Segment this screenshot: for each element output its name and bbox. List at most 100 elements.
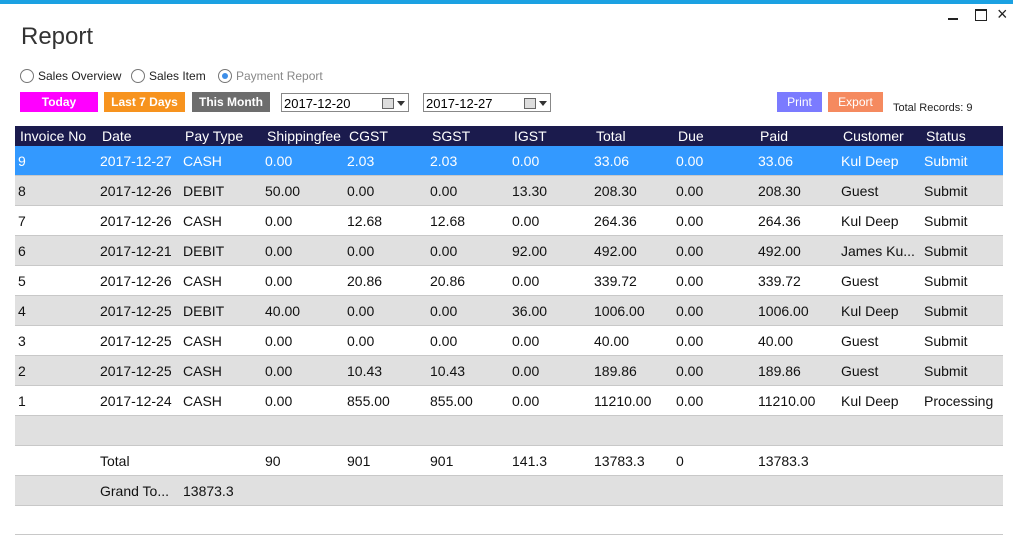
table-cell: 492.00 — [758, 243, 801, 259]
table-cell: 1 — [18, 393, 26, 409]
date-to-picker[interactable]: 2017-12-27 — [423, 93, 551, 112]
column-header[interactable]: Due — [678, 128, 704, 144]
table-cell: 2017-12-25 — [100, 303, 172, 319]
table-cell: 8 — [18, 183, 26, 199]
table-cell: 40.00 — [758, 333, 794, 349]
table-cell: 12.68 — [430, 213, 466, 229]
maximize-button[interactable] — [975, 9, 987, 21]
table-row[interactable]: 9 2017-12-27 CASH 0.00 2.03 2.03 0.00 33.06 0.00… — [15, 146, 1003, 176]
table-cell: 0.00 — [512, 213, 540, 229]
table-cell: 20.86 — [430, 273, 466, 289]
table-row[interactable]: 8 2017-12-26 DEBIT 50.00 0.00 0.00 13.30 208.30… — [15, 176, 1003, 206]
table-row[interactable]: 2 2017-12-25 CASH 0.00 10.43 10.43 0.00 189.86 0… — [15, 356, 1003, 386]
total-row: Total 90 901 901 141.3 13783.3 0 13783.3 — [15, 446, 1003, 476]
table-cell: 2.03 — [347, 153, 375, 169]
column-header[interactable]: Date — [102, 128, 132, 144]
table-cell: 189.86 — [758, 363, 801, 379]
table-cell: 264.36 — [594, 213, 637, 229]
table-cell: 855.00 — [430, 393, 473, 409]
table-cell: 3 — [18, 333, 26, 349]
column-header[interactable]: Shippingfee — [267, 128, 341, 144]
table-cell: Guest — [841, 363, 879, 379]
table-cell: 2017-12-21 — [100, 243, 172, 259]
table-cell: 0.00 — [512, 273, 540, 289]
report-type-radio[interactable]: Sales Overview — [20, 68, 121, 84]
minimize-button[interactable] — [948, 8, 958, 20]
table-cell: 2017-12-25 — [100, 333, 172, 349]
last-7-days-button[interactable]: Last 7 Days — [104, 92, 185, 112]
table-cell: Guest — [841, 333, 879, 349]
table-header: Invoice No Date Pay Type Shippingfee CGST SGS… — [15, 126, 1003, 146]
empty-row — [15, 416, 1003, 446]
table-cell: 0.00 — [347, 303, 375, 319]
date-to: 2017-12-27 — [426, 96, 493, 111]
table-cell: 339.72 — [758, 273, 801, 289]
table-cell: 264.36 — [758, 213, 801, 229]
table-cell: 2017-12-27 — [100, 153, 172, 169]
table-row[interactable]: 6 2017-12-21 DEBIT 0.00 0.00 0.00 92.00 492.00 0… — [15, 236, 1003, 266]
table-cell: 0.00 — [265, 243, 293, 259]
table-cell: 189.86 — [594, 363, 637, 379]
total-cell: 90 — [265, 453, 281, 469]
table-cell: 0.00 — [512, 153, 540, 169]
page-title: Report — [21, 23, 94, 50]
column-header[interactable]: Status — [926, 128, 966, 144]
table-cell: 2 — [18, 363, 26, 379]
table-cell: 2017-12-26 — [100, 213, 172, 229]
table-cell: 6 — [18, 243, 26, 259]
table-cell: Kul Deep — [841, 213, 899, 229]
date-from-picker[interactable]: 2017-12-20 — [281, 93, 409, 112]
table-cell: 0.00 — [512, 363, 540, 379]
table-cell: 10.43 — [347, 363, 383, 379]
report-type-radio[interactable]: Payment Report — [218, 68, 323, 84]
table-cell: 4 — [18, 303, 26, 319]
table-cell: 0.00 — [676, 273, 704, 289]
close-button[interactable]: × — [997, 4, 1008, 24]
table-row[interactable]: 7 2017-12-26 CASH 0.00 12.68 12.68 0.00 264.36 0… — [15, 206, 1003, 236]
table-cell: 0.00 — [676, 333, 704, 349]
column-header[interactable]: Total — [596, 128, 626, 144]
total-records: Total Records: 9 — [893, 102, 973, 114]
column-header[interactable]: Pay Type — [185, 128, 244, 144]
table-cell: 9 — [18, 153, 26, 169]
table-cell: CASH — [183, 363, 222, 379]
grand-total-label: Grand To... — [100, 483, 170, 499]
table-cell: 0.00 — [430, 243, 458, 259]
table-row[interactable]: 4 2017-12-25 DEBIT 40.00 0.00 0.00 36.00 1006.0… — [15, 296, 1003, 326]
table-cell: Submit — [924, 273, 968, 289]
table-cell: Guest — [841, 183, 879, 199]
table-cell: 33.06 — [594, 153, 630, 169]
table-cell: 50.00 — [265, 183, 301, 199]
table-row[interactable]: 5 2017-12-26 CASH 0.00 20.86 20.86 0.00 339.72 0… — [15, 266, 1003, 296]
table-row[interactable]: 3 2017-12-25 CASH 0.00 0.00 0.00 0.00 40.00 0.00… — [15, 326, 1003, 356]
table-row[interactable]: 1 2017-12-24 CASH 0.00 855.00 855.00 0.00 11210… — [15, 386, 1003, 416]
table-cell: 13.30 — [512, 183, 548, 199]
export-button[interactable]: Export — [828, 92, 883, 112]
column-header[interactable]: Invoice No — [20, 128, 87, 144]
column-header[interactable]: Paid — [760, 128, 789, 144]
column-header[interactable]: SGST — [432, 128, 471, 144]
report-type-radio[interactable]: Sales Item — [131, 68, 206, 84]
table-cell: Processing — [924, 393, 994, 409]
table-cell: 0.00 — [347, 243, 375, 259]
column-header[interactable]: IGST — [514, 128, 547, 144]
table-cell: Submit — [924, 303, 968, 319]
title-bar-accent — [0, 0, 1013, 4]
table-cell: 339.72 — [594, 273, 637, 289]
table-cell: 492.00 — [594, 243, 637, 259]
total-cell: 901 — [430, 453, 454, 469]
column-header[interactable]: Customer — [843, 128, 904, 144]
table-cell: 0.00 — [265, 333, 293, 349]
table-cell: 0.00 — [512, 333, 540, 349]
table-cell: Submit — [924, 183, 968, 199]
column-header[interactable]: CGST — [349, 128, 388, 144]
table-cell: Submit — [924, 333, 968, 349]
table-cell: 0.00 — [512, 393, 540, 409]
today-button[interactable]: Today — [20, 92, 98, 112]
this-month-button[interactable]: This Month — [192, 92, 270, 112]
print-button[interactable]: Print — [777, 92, 822, 112]
table-cell: DEBIT — [183, 183, 225, 199]
table-cell: 10.43 — [430, 363, 466, 379]
table-cell: 0.00 — [676, 153, 704, 169]
table-cell: 33.06 — [758, 153, 794, 169]
